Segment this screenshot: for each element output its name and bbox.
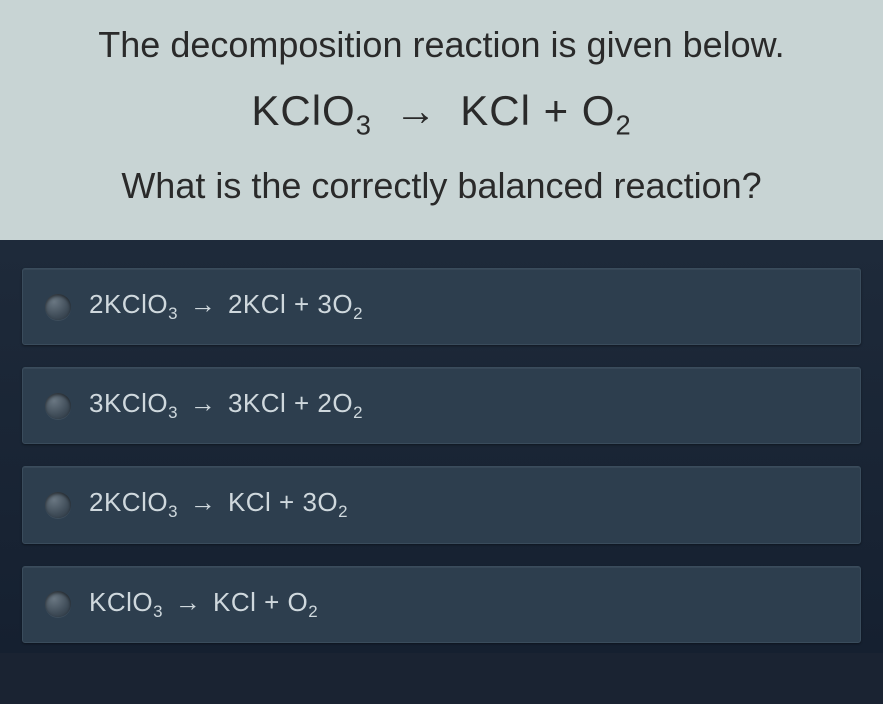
question-equation: KClO3 → KCl + O2 xyxy=(20,87,863,141)
option-c[interactable]: 2KClO3 → KCl + 3O2 xyxy=(22,466,861,543)
option-b-label: 3KClO3 → 3KCl + 2O2 xyxy=(89,388,363,423)
question-panel: The decomposition reaction is given belo… xyxy=(0,0,883,240)
question-intro: The decomposition reaction is given belo… xyxy=(20,22,863,69)
option-a-label: 2KClO3 → 2KCl + 3O2 xyxy=(89,289,363,324)
option-d[interactable]: KClO3 → KCl + O2 xyxy=(22,566,861,643)
radio-icon xyxy=(45,393,71,419)
options-list: 2KClO3 → 2KCl + 3O2 3KClO3 → 3KCl + 2O2 … xyxy=(0,240,883,653)
question-ask: What is the correctly balanced reaction? xyxy=(20,163,863,210)
option-a[interactable]: 2KClO3 → 2KCl + 3O2 xyxy=(22,268,861,345)
option-b[interactable]: 3KClO3 → 3KCl + 2O2 xyxy=(22,367,861,444)
option-c-label: 2KClO3 → KCl + 3O2 xyxy=(89,487,348,522)
radio-icon xyxy=(45,492,71,518)
option-d-label: KClO3 → KCl + O2 xyxy=(89,587,318,622)
radio-icon xyxy=(45,294,71,320)
radio-icon xyxy=(45,591,71,617)
